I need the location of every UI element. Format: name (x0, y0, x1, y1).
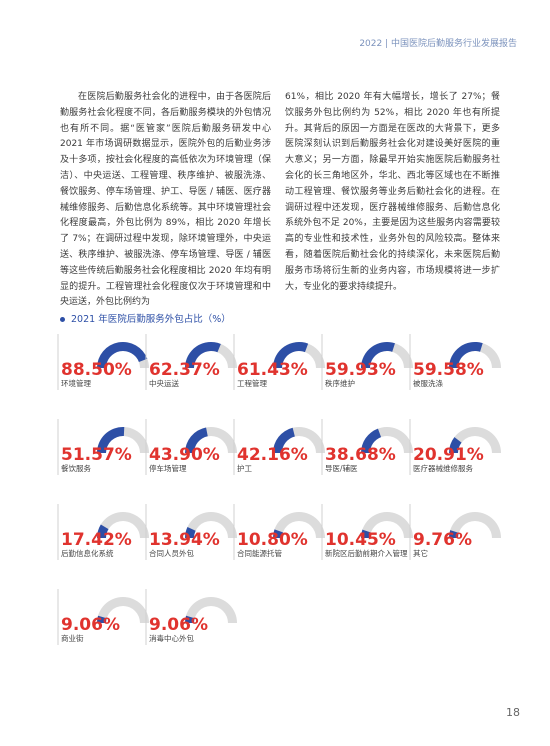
bullet (60, 317, 65, 322)
category-label: 其它 (413, 548, 428, 558)
value-label: 88.50% (61, 360, 132, 380)
gauge-value (97, 524, 109, 538)
category-label: 停车场管理 (149, 463, 187, 473)
value-label: 59.58% (413, 360, 484, 380)
gauge-value (97, 615, 107, 623)
value-label: 61.43% (237, 360, 308, 380)
category-label: 工程管理 (237, 378, 267, 388)
page-number: 18 (506, 706, 520, 719)
gauge-value (273, 427, 295, 453)
category-label: 消毒中心外包 (149, 633, 194, 643)
gauge-track (449, 427, 501, 453)
value-label: 43.90% (149, 445, 220, 465)
gauge-value (449, 530, 459, 538)
category-label: 新院区后勤前期介入管理 (325, 548, 408, 558)
gauge-track (449, 512, 501, 538)
gauge-value (97, 427, 125, 453)
gauge-value (97, 342, 148, 368)
chart-title-wrap: 2021 年医院后勤服务外包占比（%） (60, 311, 231, 325)
gauge-value (361, 428, 382, 453)
gauge-value (273, 342, 309, 368)
gauge-value (185, 342, 221, 368)
gauge-track (185, 597, 237, 623)
value-label: 51.57% (61, 445, 132, 465)
gauge-value (273, 529, 283, 538)
category-label: 中央运送 (149, 378, 179, 388)
category-label: 商业街 (61, 633, 84, 643)
category-label: 护工 (237, 463, 252, 473)
gauge-value (185, 526, 196, 538)
category-label: 合同能源托管 (237, 548, 282, 558)
value-label: 59.93% (325, 360, 396, 380)
value-label: 42.16% (237, 445, 308, 465)
value-label: 13.94% (149, 530, 220, 550)
category-label: 餐饮服务 (61, 463, 91, 473)
gauge-track (273, 512, 325, 538)
category-label: 合同人员外包 (149, 548, 194, 558)
category-label: 被服洗涤 (413, 378, 443, 388)
value-label: 38.68% (325, 445, 396, 465)
gauge-track (97, 512, 149, 538)
gauge-value (185, 427, 208, 453)
gauge-track (97, 597, 149, 623)
category-label: 导医/辅医 (325, 463, 358, 473)
body-left: 在医院后勤服务社会化的进程中，由于各医院后勤服务社会化程度不同，各后勤服务模块的… (60, 92, 271, 308)
category-label: 秩序维护 (325, 378, 355, 388)
chart-title: 2021 年医院后勤服务外包占比（%） (71, 314, 231, 325)
value-label: 20.91% (413, 445, 484, 465)
gauge-value (185, 615, 195, 623)
value-label: 9.76% (413, 530, 472, 550)
gauge-track (361, 512, 413, 538)
gauge-value (361, 342, 395, 368)
category-label: 后勤信息化系统 (61, 548, 114, 558)
gauge-value (449, 437, 462, 453)
chart: 88.50%环境管理 62.37%中央运送 61.43%工程管理 59.93%秩序维护… (57, 334, 501, 645)
value-label: 10.80% (237, 530, 308, 550)
value-label: 9.06% (149, 615, 208, 635)
body-right: 61%，相比 2020 年有大幅增长，增长了 27%；餐饮服务外包比例约为 52… (285, 92, 500, 292)
gauge-value (361, 529, 371, 538)
value-label: 10.45% (325, 530, 396, 550)
gauge-value (449, 342, 483, 368)
category-label: 医疗器械维修服务 (413, 463, 473, 473)
value-label: 9.06% (61, 615, 120, 635)
category-label: 环境管理 (61, 378, 91, 388)
gauge-track (185, 512, 237, 538)
header-title: 2022 | 中国医院后勤服务行业发展报告 (359, 39, 517, 49)
value-label: 62.37% (149, 360, 220, 380)
value-label: 17.42% (61, 530, 132, 550)
